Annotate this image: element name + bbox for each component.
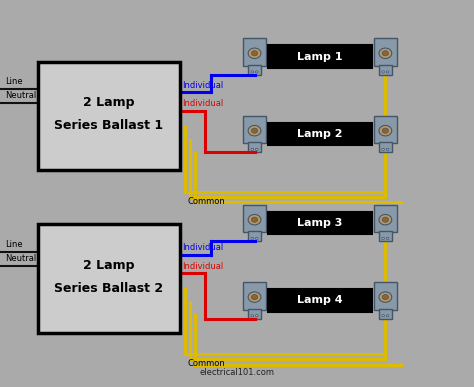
Text: Individual: Individual [182,243,224,252]
Circle shape [248,125,261,136]
Text: Series Ballast 1: Series Ballast 1 [55,119,164,132]
Bar [379,309,392,319]
Polygon shape [374,115,397,143]
Text: Individual: Individual [182,99,224,108]
Circle shape [248,292,261,302]
Bar [379,231,392,241]
Circle shape [382,51,389,56]
Text: Neutral: Neutral [5,254,36,263]
Circle shape [379,48,392,58]
Circle shape [255,315,258,317]
Polygon shape [243,204,266,232]
Circle shape [379,214,392,225]
Circle shape [251,128,258,133]
Polygon shape [374,204,397,232]
Circle shape [382,71,384,73]
Polygon shape [243,38,266,66]
Circle shape [382,295,389,300]
Bar [379,65,392,75]
Text: Line: Line [5,240,22,249]
Circle shape [382,148,384,151]
Circle shape [251,51,258,56]
Circle shape [251,148,254,151]
Bar [379,142,392,152]
Circle shape [255,148,258,151]
Circle shape [382,128,389,133]
Text: 2 Lamp: 2 Lamp [83,259,135,272]
FancyBboxPatch shape [38,224,180,333]
Circle shape [248,214,261,225]
Circle shape [382,217,389,222]
Bar [248,65,261,75]
Text: Lamp 1: Lamp 1 [297,51,343,62]
Text: Lamp 3: Lamp 3 [297,218,343,228]
Text: Common: Common [187,359,225,368]
Circle shape [386,71,389,73]
FancyBboxPatch shape [268,212,372,234]
Circle shape [251,295,258,300]
Polygon shape [374,282,397,310]
Circle shape [255,71,258,73]
FancyBboxPatch shape [268,123,372,145]
Text: Line: Line [5,77,22,86]
Circle shape [255,237,258,240]
Circle shape [251,71,254,73]
Text: Common: Common [187,197,225,205]
Text: Individual: Individual [182,80,224,90]
Circle shape [386,237,389,240]
Text: Lamp 4: Lamp 4 [297,295,343,305]
Circle shape [382,237,384,240]
Circle shape [386,148,389,151]
Polygon shape [374,38,397,66]
Text: Individual: Individual [182,262,224,271]
Bar [248,309,261,319]
FancyBboxPatch shape [38,62,180,170]
Polygon shape [243,115,266,143]
Text: Neutral: Neutral [5,91,36,101]
Circle shape [251,217,258,222]
FancyBboxPatch shape [268,45,372,68]
Circle shape [251,237,254,240]
Bar [248,142,261,152]
Bar [248,231,261,241]
Circle shape [248,48,261,58]
Circle shape [382,315,384,317]
Circle shape [251,315,254,317]
Circle shape [379,125,392,136]
Circle shape [379,292,392,302]
Text: Series Ballast 2: Series Ballast 2 [55,282,164,295]
Text: Lamp 2: Lamp 2 [297,129,343,139]
FancyBboxPatch shape [268,289,372,312]
Text: electrical101.com: electrical101.com [200,368,274,377]
Text: 2 Lamp: 2 Lamp [83,96,135,109]
Circle shape [386,315,389,317]
Polygon shape [243,282,266,310]
